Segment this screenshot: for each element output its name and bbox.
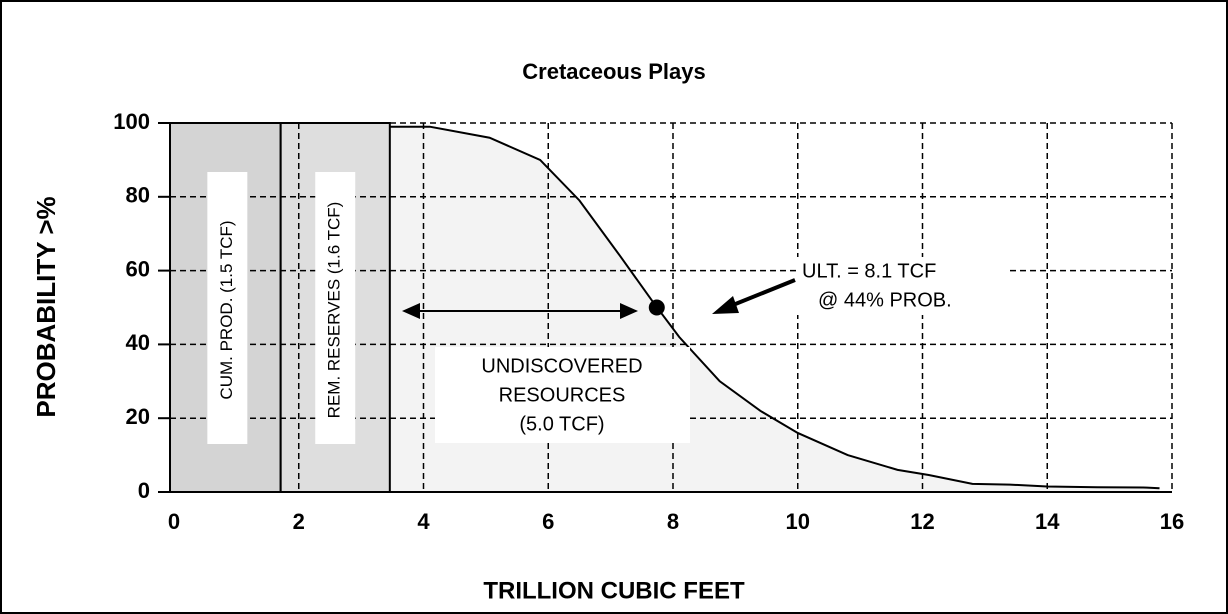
label-box	[435, 347, 690, 443]
y-tick-label: 100	[113, 109, 150, 134]
region-label: CUM. PROD. (1.5 TCF)	[217, 220, 236, 399]
marker	[648, 299, 665, 316]
label-box	[207, 172, 248, 444]
curve	[389, 125, 1160, 490]
y-tick-label: 0	[138, 478, 150, 503]
region-label: REM. RESERVES (1.6 TCF)	[325, 202, 344, 419]
x-tick-label: 16	[1160, 509, 1184, 534]
range-arrow	[402, 303, 638, 319]
annotation: ULT. = 8.1 TCF	[802, 260, 936, 282]
pointer-arrow	[712, 278, 796, 314]
x-tick-label: 2	[293, 509, 305, 534]
y-tick-label: 80	[126, 183, 150, 208]
x-tick-label: 8	[667, 509, 679, 534]
foreground-layer: 0 20 40 60 80 100 0 2 4 6 8 10 12 14 16 CUM. PROD. (1.5…	[113, 109, 1184, 534]
x-tick-label: 10	[786, 509, 810, 534]
y-axis-label: PROBABILITY >%	[31, 196, 61, 417]
label-box	[315, 172, 356, 444]
x-tick-label: 6	[542, 509, 554, 534]
label-box	[797, 257, 1009, 315]
x-tick-label: 4	[417, 509, 430, 534]
x-tick-label: 0	[168, 509, 180, 534]
annotation: @ 44% PROB.	[818, 289, 952, 311]
chart-title: Cretaceous Plays	[522, 59, 705, 84]
y-tick-label: 60	[126, 256, 150, 281]
annotation: UNDISCOVERED	[481, 355, 642, 377]
x-axis-label: TRILLION CUBIC FEET	[483, 577, 745, 604]
y-tick-label: 20	[126, 404, 150, 429]
x-tick-label: 14	[1035, 509, 1060, 534]
annotation: (5.0 TCF)	[519, 413, 604, 435]
annotation: RESOURCES	[499, 384, 626, 406]
y-tick-label: 40	[126, 330, 150, 355]
x-tick-label: 12	[910, 509, 934, 534]
